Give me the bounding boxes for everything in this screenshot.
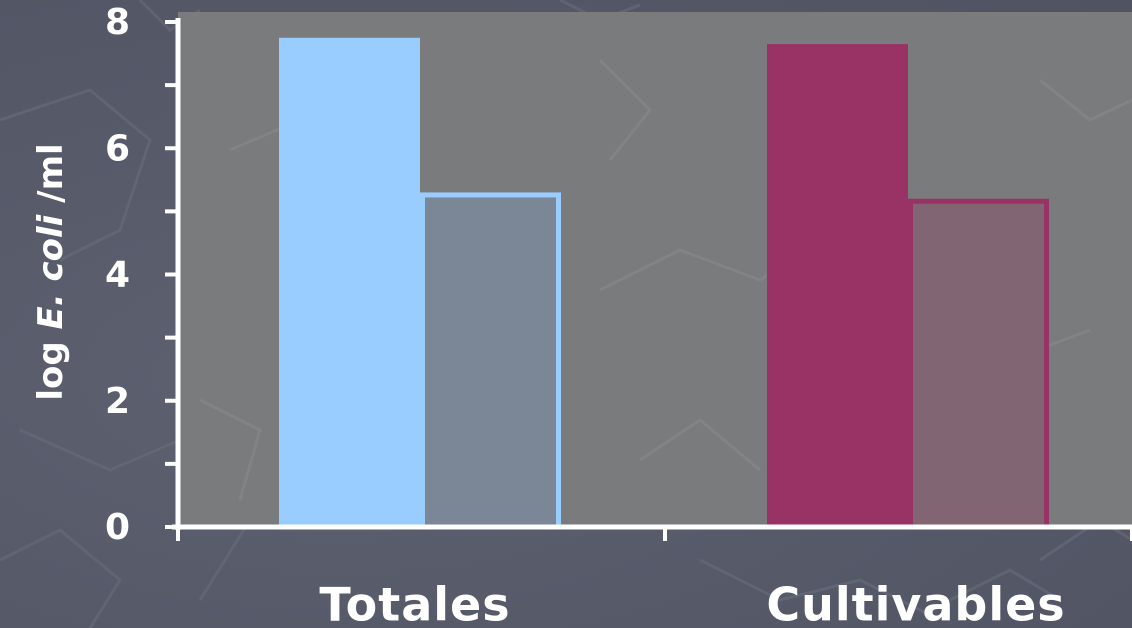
y-axis-title-species: E. coli	[31, 213, 71, 329]
y-axis-title-suffix: /ml	[31, 143, 71, 214]
y-axis-title-prefix: log	[31, 329, 71, 400]
y-axis-title: log E. coli /ml	[31, 143, 71, 400]
y-tick-label: 4	[105, 255, 130, 296]
y-tick-label: 6	[105, 128, 130, 169]
x-ticks-group	[176, 527, 1132, 541]
bar-cultivables-series1	[767, 44, 908, 527]
x-category-label-totales: Totales	[319, 578, 510, 628]
y-tick-label: 2	[105, 381, 130, 422]
bar-totales-series2	[420, 192, 561, 530]
y-ticks-group	[165, 20, 178, 529]
bars-group	[279, 37, 1049, 530]
bar-cultivables-series2	[908, 198, 1049, 530]
x-category-label-cultivables: Cultivables	[766, 578, 1065, 628]
y-tick-label: 8	[105, 2, 130, 43]
bar-totales-series1	[279, 37, 420, 527]
y-tick-label: 0	[105, 507, 130, 548]
x-tick-labels-group: Totales Cultivables	[319, 578, 1065, 628]
y-tick-labels-group: 0 2 4 6 8	[105, 2, 130, 548]
